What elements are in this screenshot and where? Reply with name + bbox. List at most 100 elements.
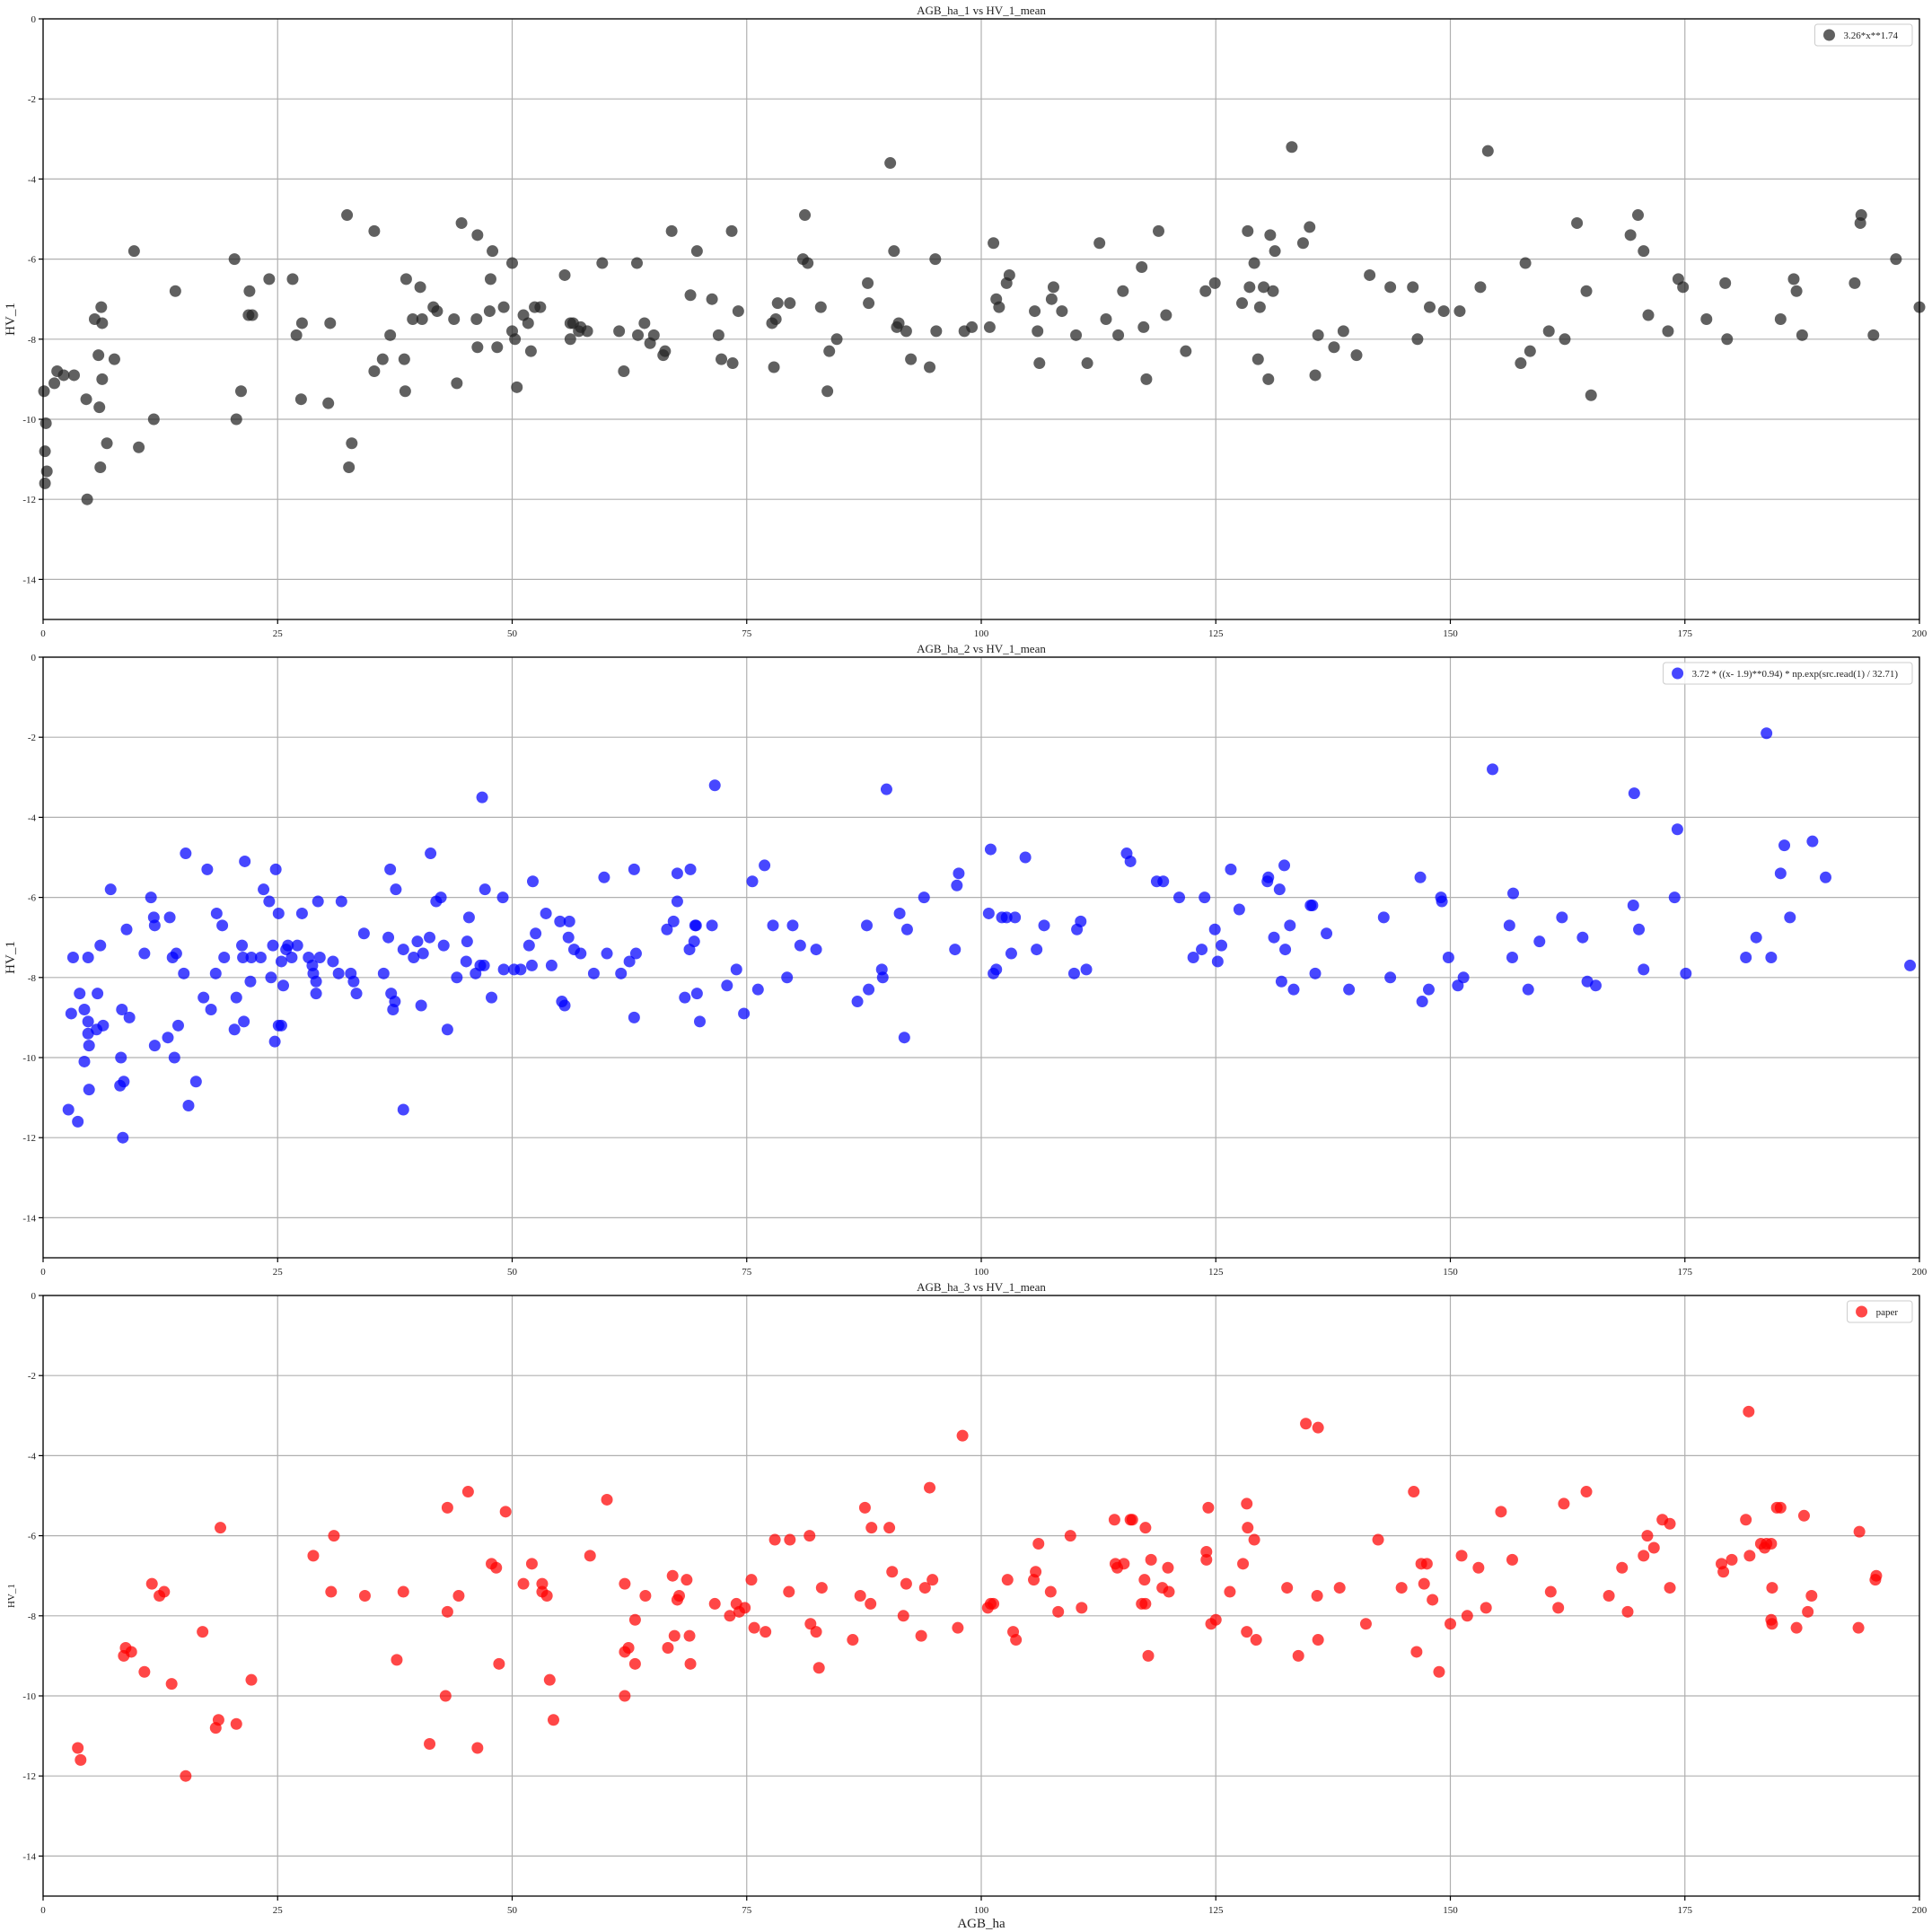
data-point bbox=[1031, 944, 1043, 956]
data-point bbox=[80, 393, 92, 406]
data-point bbox=[1457, 971, 1470, 984]
data-point bbox=[1507, 887, 1520, 900]
data-point bbox=[748, 1621, 760, 1634]
data-point bbox=[671, 867, 683, 880]
data-point bbox=[1408, 1486, 1420, 1498]
x-tick-label: 50 bbox=[507, 1905, 518, 1916]
data-point bbox=[898, 1032, 910, 1044]
data-point bbox=[613, 325, 626, 338]
chart-title: AGB_ha_3 vs HV_1_mean bbox=[917, 1280, 1046, 1294]
data-point bbox=[905, 353, 918, 365]
data-point bbox=[1309, 967, 1322, 979]
x-tick-label: 75 bbox=[742, 1267, 752, 1278]
data-point bbox=[491, 341, 504, 354]
data-point bbox=[1384, 971, 1397, 984]
data-point bbox=[1108, 1514, 1120, 1526]
data-point bbox=[1524, 345, 1536, 357]
data-point bbox=[534, 301, 547, 313]
data-point bbox=[1416, 996, 1428, 1008]
data-point bbox=[1309, 369, 1322, 382]
data-point bbox=[523, 939, 535, 952]
data-point bbox=[484, 273, 496, 285]
data-point bbox=[414, 281, 426, 294]
y-tick-label: -4 bbox=[28, 812, 37, 823]
data-point bbox=[639, 1590, 652, 1602]
data-point bbox=[601, 1493, 613, 1506]
data-point bbox=[706, 919, 718, 932]
data-point bbox=[768, 1533, 781, 1546]
data-point bbox=[198, 991, 210, 1004]
y-tick-label: -14 bbox=[22, 575, 36, 585]
data-point bbox=[630, 257, 643, 269]
data-point bbox=[1236, 297, 1249, 310]
data-point bbox=[1721, 333, 1734, 346]
y-tick-label: -10 bbox=[22, 1691, 36, 1702]
data-point bbox=[684, 289, 697, 302]
data-point bbox=[118, 1076, 130, 1088]
x-tick-label: 175 bbox=[1678, 628, 1693, 639]
data-point bbox=[1070, 329, 1083, 341]
data-point bbox=[524, 345, 537, 357]
data-point bbox=[543, 1673, 556, 1686]
data-point bbox=[272, 907, 285, 919]
data-point bbox=[1100, 313, 1112, 325]
data-point bbox=[563, 915, 575, 927]
data-point bbox=[706, 293, 718, 305]
data-point bbox=[1243, 281, 1256, 294]
data-point bbox=[307, 1550, 320, 1562]
data-point bbox=[526, 875, 539, 888]
data-point bbox=[1778, 839, 1791, 852]
data-point bbox=[171, 1019, 184, 1032]
legend-label: paper bbox=[1876, 1307, 1899, 1318]
data-point bbox=[178, 967, 190, 979]
data-point bbox=[863, 297, 875, 310]
data-point bbox=[628, 1011, 640, 1023]
data-point bbox=[667, 915, 680, 927]
data-point bbox=[1580, 1486, 1593, 1498]
data-point bbox=[1287, 983, 1300, 996]
data-point bbox=[335, 895, 347, 908]
data-point bbox=[1719, 277, 1732, 289]
data-point bbox=[673, 1590, 686, 1602]
data-point bbox=[530, 927, 542, 940]
data-point bbox=[462, 911, 475, 924]
data-point bbox=[1137, 321, 1150, 333]
data-point bbox=[497, 301, 510, 313]
data-point bbox=[1081, 357, 1093, 370]
y-tick-label: -2 bbox=[28, 1371, 36, 1382]
y-tick-label: -12 bbox=[22, 1133, 36, 1144]
data-point bbox=[127, 245, 140, 258]
data-point bbox=[93, 401, 106, 414]
data-point bbox=[82, 1015, 94, 1028]
data-point bbox=[72, 1115, 84, 1128]
data-point bbox=[471, 1742, 484, 1754]
data-point bbox=[94, 939, 107, 952]
x-tick-label: 175 bbox=[1678, 1905, 1693, 1916]
data-point bbox=[622, 1641, 635, 1654]
data-point bbox=[408, 952, 420, 963]
data-point bbox=[312, 895, 324, 908]
data-point bbox=[562, 931, 575, 944]
data-point bbox=[451, 971, 463, 984]
data-point bbox=[1633, 923, 1646, 935]
data-point bbox=[384, 863, 397, 875]
data-point bbox=[470, 313, 483, 325]
data-point bbox=[1162, 1561, 1174, 1574]
data-point bbox=[1616, 1561, 1629, 1574]
data-point bbox=[745, 1574, 758, 1586]
data-point bbox=[435, 891, 447, 904]
data-point bbox=[712, 329, 724, 341]
data-point bbox=[285, 952, 298, 963]
data-point bbox=[277, 979, 290, 992]
legend-label: 3.72 * ((x- 1.9)**0.94) * np.exp(src.rea… bbox=[1692, 669, 1899, 680]
data-point bbox=[416, 313, 428, 325]
data-point bbox=[1172, 891, 1185, 904]
data-point bbox=[170, 947, 182, 960]
data-point bbox=[1576, 931, 1589, 944]
data-point bbox=[1033, 357, 1046, 370]
data-point bbox=[228, 1023, 241, 1036]
data-point bbox=[1032, 325, 1044, 338]
data-point bbox=[619, 1577, 631, 1590]
data-point bbox=[746, 875, 759, 888]
data-point bbox=[760, 1626, 772, 1638]
